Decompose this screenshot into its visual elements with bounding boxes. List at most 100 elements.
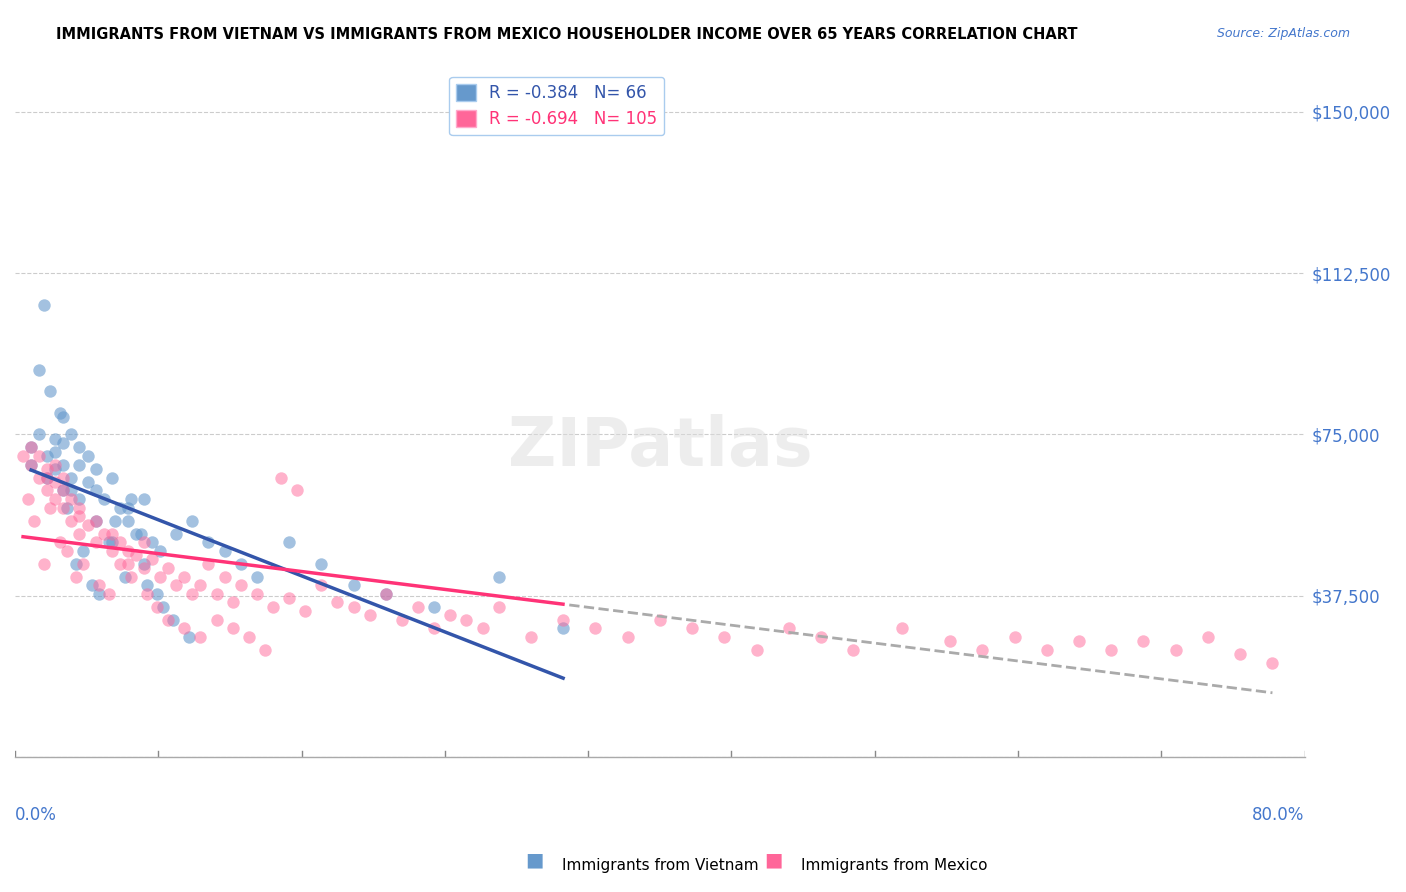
Point <box>681 621 703 635</box>
Point <box>132 535 155 549</box>
Point <box>423 599 446 614</box>
Point <box>49 535 72 549</box>
Point <box>190 630 212 644</box>
Point <box>97 587 120 601</box>
Point <box>60 470 83 484</box>
Point <box>44 458 66 472</box>
Point <box>190 578 212 592</box>
Point <box>100 526 122 541</box>
Point <box>117 514 139 528</box>
Point <box>39 384 62 399</box>
Point <box>52 483 75 498</box>
Point <box>173 569 195 583</box>
Point <box>285 483 308 498</box>
Point <box>939 634 962 648</box>
Point <box>84 514 107 528</box>
Point <box>165 578 187 592</box>
Point <box>229 578 252 592</box>
Point <box>1164 642 1187 657</box>
Point <box>842 642 865 657</box>
Point <box>197 535 219 549</box>
Point <box>65 557 87 571</box>
Point <box>69 509 91 524</box>
Point <box>37 470 59 484</box>
Point <box>28 363 51 377</box>
Point <box>136 578 159 592</box>
Point <box>28 470 51 484</box>
Point <box>44 444 66 458</box>
Point <box>342 599 364 614</box>
Point <box>52 500 75 515</box>
Point <box>117 557 139 571</box>
Point <box>890 621 912 635</box>
Point <box>72 543 94 558</box>
Point <box>374 587 396 601</box>
Point <box>229 557 252 571</box>
Point <box>553 613 575 627</box>
Point <box>125 526 148 541</box>
Point <box>100 543 122 558</box>
Point <box>181 587 204 601</box>
Point <box>52 436 75 450</box>
Point <box>44 475 66 489</box>
Point <box>28 449 51 463</box>
Point <box>221 595 243 609</box>
Text: Immigrants from Vietnam: Immigrants from Vietnam <box>562 858 759 872</box>
Point <box>311 557 333 571</box>
Point <box>87 587 110 601</box>
Text: ■: ■ <box>524 850 544 869</box>
Point <box>391 613 413 627</box>
Point <box>177 630 200 644</box>
Point <box>87 578 110 592</box>
Point <box>69 441 91 455</box>
Point <box>1099 642 1122 657</box>
Point <box>149 569 172 583</box>
Point <box>238 630 260 644</box>
Point <box>745 642 768 657</box>
Point <box>583 621 606 635</box>
Point <box>197 557 219 571</box>
Point <box>108 557 131 571</box>
Point <box>553 621 575 635</box>
Point <box>72 557 94 571</box>
Point <box>342 578 364 592</box>
Point <box>214 569 236 583</box>
Point <box>60 491 83 506</box>
Point <box>246 587 269 601</box>
Point <box>37 470 59 484</box>
Point <box>84 483 107 498</box>
Point <box>125 548 148 562</box>
Point <box>37 462 59 476</box>
Point <box>648 613 671 627</box>
Point <box>488 599 510 614</box>
Point <box>20 441 42 455</box>
Point <box>162 613 184 627</box>
Point <box>326 595 349 609</box>
Point <box>60 427 83 442</box>
Text: Source: ZipAtlas.com: Source: ZipAtlas.com <box>1216 27 1350 40</box>
Point <box>713 630 735 644</box>
Point <box>65 569 87 583</box>
Point <box>132 561 155 575</box>
Point <box>136 587 159 601</box>
Point <box>1229 647 1251 661</box>
Point <box>52 483 75 498</box>
Point <box>972 642 994 657</box>
Point <box>76 449 98 463</box>
Point <box>69 458 91 472</box>
Point <box>149 543 172 558</box>
Point <box>374 587 396 601</box>
Point <box>1261 656 1284 670</box>
Point <box>44 491 66 506</box>
Point <box>76 517 98 532</box>
Point <box>221 621 243 635</box>
Text: 80.0%: 80.0% <box>1253 805 1305 823</box>
Point <box>100 470 122 484</box>
Point <box>114 569 136 583</box>
Point <box>406 599 429 614</box>
Point <box>205 587 228 601</box>
Point <box>108 500 131 515</box>
Point <box>44 432 66 446</box>
Point <box>120 569 142 583</box>
Point <box>311 578 333 592</box>
